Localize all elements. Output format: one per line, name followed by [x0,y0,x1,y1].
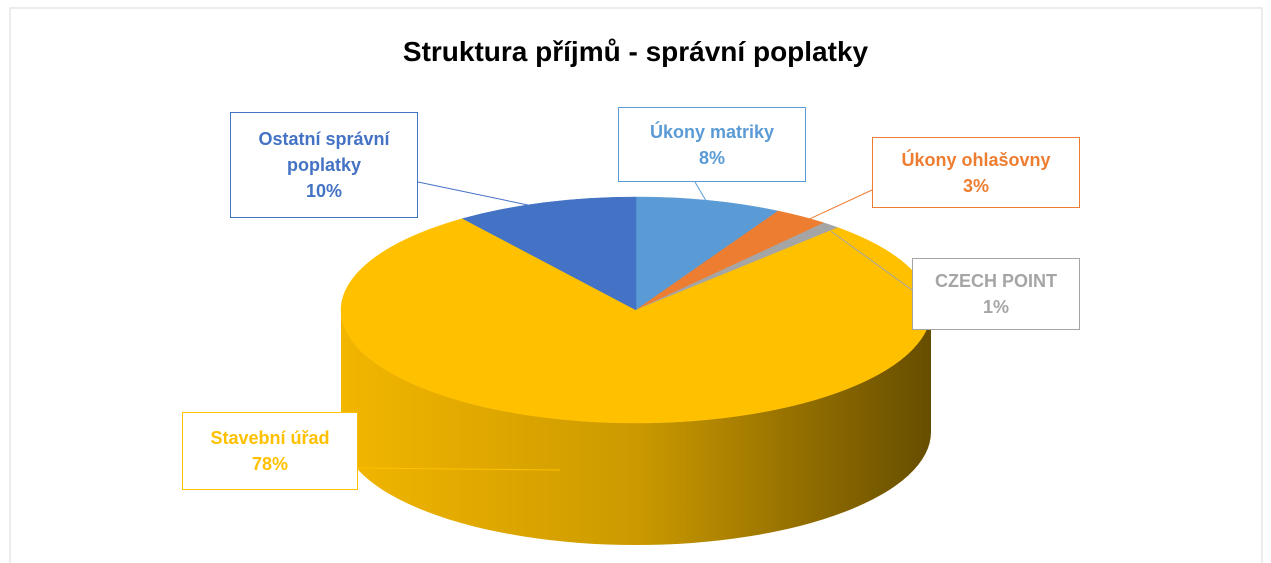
data-label: Stavební úřad 78% [182,412,358,490]
data-label: Úkony ohlašovny 3% [872,137,1080,208]
data-label: Úkony matriky 8% [618,107,806,182]
leader-line [417,181,545,210]
chart-title: Struktura příjmů - správní poplatky [402,36,869,67]
leader-line [694,181,710,207]
label-value: 1% [982,297,1009,317]
leader-line [801,189,873,223]
data-label: Ostatní správní poplatky 10% [230,112,418,218]
label-name: Úkony matriky [649,121,775,142]
label-name: Úkony ohlašovny [901,149,1051,170]
data-label: CZECH POINT 1% [912,258,1080,330]
slice [461,196,637,311]
slice-side [341,310,931,545]
slice [635,196,779,311]
label-value: 3% [962,175,989,196]
label-name: CZECH POINT [934,271,1057,291]
label-value: 10% [305,181,343,201]
label-name: Stavební úřad [210,428,330,448]
leader-line [357,467,561,471]
chart-frame [9,7,1263,563]
leader-line [830,230,913,291]
label-value: 8% [698,147,725,168]
label-name: Ostatní správní poplatky [258,129,390,175]
label-value: 78% [251,454,289,474]
